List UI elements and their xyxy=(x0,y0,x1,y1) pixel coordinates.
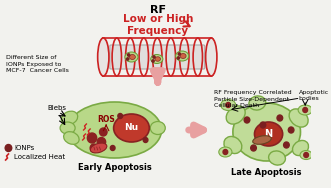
Ellipse shape xyxy=(233,103,301,161)
Circle shape xyxy=(260,122,266,128)
Ellipse shape xyxy=(293,140,308,155)
Circle shape xyxy=(304,152,308,158)
Ellipse shape xyxy=(300,151,312,159)
Ellipse shape xyxy=(289,109,308,127)
Circle shape xyxy=(303,108,307,112)
Circle shape xyxy=(5,145,12,152)
Circle shape xyxy=(244,117,250,123)
Ellipse shape xyxy=(64,132,79,144)
Circle shape xyxy=(110,146,115,151)
Circle shape xyxy=(177,57,179,59)
Ellipse shape xyxy=(129,55,135,59)
Text: Nu: Nu xyxy=(124,124,139,133)
Circle shape xyxy=(178,53,180,55)
Circle shape xyxy=(97,137,106,146)
Ellipse shape xyxy=(60,122,75,134)
Text: Low or High
Frequency: Low or High Frequency xyxy=(122,14,193,36)
Circle shape xyxy=(152,60,154,62)
Text: Different Size of
IONPs Exposed to
MCF-7  Cancer Cells: Different Size of IONPs Exposed to MCF-7… xyxy=(6,55,69,73)
Ellipse shape xyxy=(98,38,109,76)
Circle shape xyxy=(226,102,230,108)
Circle shape xyxy=(284,142,289,148)
Ellipse shape xyxy=(114,114,149,142)
Ellipse shape xyxy=(224,136,242,154)
Circle shape xyxy=(223,149,228,155)
Ellipse shape xyxy=(150,121,165,134)
Ellipse shape xyxy=(255,122,283,146)
Ellipse shape xyxy=(221,99,236,111)
Text: Apoptotic
bodies: Apoptotic bodies xyxy=(299,90,329,101)
Text: ROS: ROS xyxy=(97,115,115,124)
Ellipse shape xyxy=(125,52,138,62)
Ellipse shape xyxy=(61,111,78,125)
Circle shape xyxy=(153,56,155,58)
Ellipse shape xyxy=(253,136,271,144)
Text: Localized Heat: Localized Heat xyxy=(14,154,65,160)
Circle shape xyxy=(127,54,130,56)
Ellipse shape xyxy=(151,55,163,64)
Circle shape xyxy=(143,137,148,143)
Ellipse shape xyxy=(180,54,186,58)
Ellipse shape xyxy=(269,151,285,165)
Text: Blebs: Blebs xyxy=(47,105,66,111)
FancyBboxPatch shape xyxy=(110,45,205,69)
Text: RF Frequency Correlated
Particle Size-Dependent
Cellular Death: RF Frequency Correlated Particle Size-De… xyxy=(214,90,292,108)
Circle shape xyxy=(87,133,97,143)
Circle shape xyxy=(126,58,129,60)
Ellipse shape xyxy=(155,57,161,61)
Ellipse shape xyxy=(68,102,162,158)
Circle shape xyxy=(288,127,294,133)
Circle shape xyxy=(100,128,107,136)
Text: N: N xyxy=(264,129,273,139)
Text: Early Apoptosis: Early Apoptosis xyxy=(78,163,152,172)
Ellipse shape xyxy=(219,147,232,157)
Ellipse shape xyxy=(206,38,217,76)
Circle shape xyxy=(90,144,98,152)
Text: RF: RF xyxy=(150,5,166,15)
Ellipse shape xyxy=(176,51,189,61)
Circle shape xyxy=(118,114,122,118)
Text: Late Apoptosis: Late Apoptosis xyxy=(231,168,302,177)
Circle shape xyxy=(251,145,257,151)
Ellipse shape xyxy=(298,105,312,115)
Text: IONPs: IONPs xyxy=(14,145,34,151)
Circle shape xyxy=(277,115,283,121)
Ellipse shape xyxy=(90,143,107,153)
Ellipse shape xyxy=(226,106,245,124)
Ellipse shape xyxy=(249,96,266,110)
